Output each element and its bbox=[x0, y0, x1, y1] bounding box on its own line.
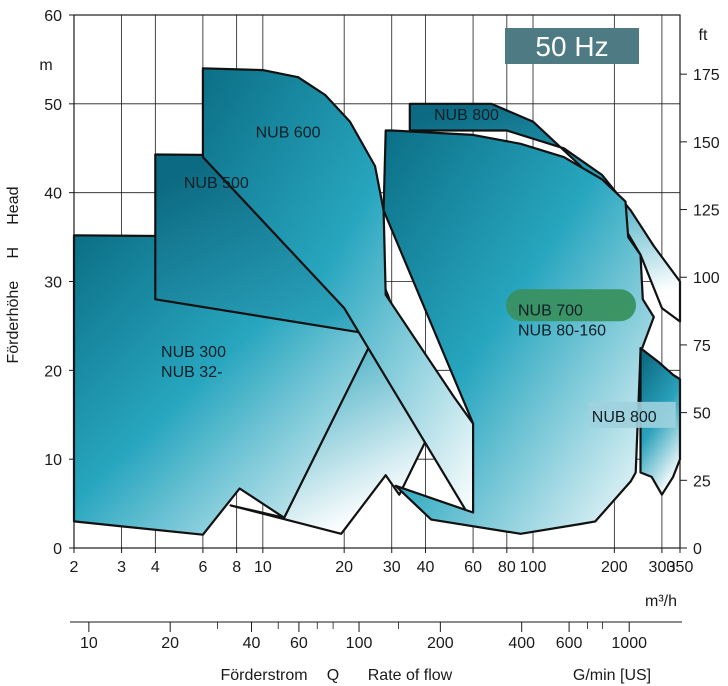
region-label: NUB 800 bbox=[592, 409, 657, 426]
x2-unit: G/min [US] bbox=[573, 667, 651, 684]
axis-ticks: 2 3 4 6 8 10 20 30 40 60 80 100 200 30035001020304050… bbox=[44, 8, 720, 576]
x2-tick-label: 400 bbox=[508, 635, 535, 652]
y-right-tick-label: 150 bbox=[693, 135, 720, 152]
y-right-tick-label: 125 bbox=[693, 203, 720, 220]
x-tick-label: 4 bbox=[151, 559, 160, 576]
x2-label-q: Q bbox=[327, 667, 339, 684]
region-label: NUB 600 bbox=[256, 125, 321, 142]
y-left-tick-label: 40 bbox=[44, 186, 62, 203]
y-right-tick-label: 75 bbox=[693, 338, 711, 355]
x-tick-label: 8 bbox=[232, 559, 241, 576]
x-tick-label: 3 bbox=[117, 559, 126, 576]
x-tick-label: 10 bbox=[254, 559, 272, 576]
x2-tick-label: 60 bbox=[290, 635, 308, 652]
x-tick-label: 2 bbox=[70, 559, 79, 576]
x2-tick-label: 20 bbox=[161, 635, 179, 652]
x-tick-label: 100 bbox=[520, 559, 547, 576]
region-label: NUB 32- bbox=[161, 364, 222, 381]
x2-label-en: Rate of flow bbox=[368, 667, 453, 684]
frequency-badge-text: 50 Hz bbox=[535, 31, 608, 62]
region-label: NUB 700 bbox=[518, 302, 583, 319]
x2-tick-label: 200 bbox=[427, 635, 454, 652]
x-tick-label: 30 bbox=[383, 559, 401, 576]
x-tick-label: 40 bbox=[417, 559, 435, 576]
x2-tick-label: 1000 bbox=[611, 635, 647, 652]
y-left-tick-label: 50 bbox=[44, 97, 62, 114]
region-highlight bbox=[506, 289, 637, 322]
y-right-tick-label: 25 bbox=[693, 473, 711, 490]
y-left-tick-label: 20 bbox=[44, 363, 62, 380]
x-tick-label: 300 bbox=[649, 559, 676, 576]
region-label-bg bbox=[588, 401, 676, 428]
region-label: NUB 800 bbox=[434, 107, 499, 124]
y-left-tick-label: 60 bbox=[44, 8, 62, 25]
region-area bbox=[201, 67, 478, 514]
x2-tick-label: 40 bbox=[243, 635, 261, 652]
region-labels: NUB 300 NUB 32- NUB 500 NUB 600 NUB 800 NUB 7… bbox=[161, 107, 676, 428]
x-tick-label: 20 bbox=[335, 559, 353, 576]
operating-regions bbox=[72, 67, 682, 536]
x-tick-label: 200 bbox=[601, 559, 628, 576]
y-right-tick-label: 175 bbox=[693, 67, 720, 84]
x-tick-label: 350 bbox=[667, 559, 694, 576]
x-tick-label: 6 bbox=[198, 559, 207, 576]
x-tick-label: 60 bbox=[464, 559, 482, 576]
y-right-tick-label: 50 bbox=[693, 406, 711, 423]
y-left-tick-label: 0 bbox=[53, 541, 62, 558]
y-left-tick-label: 30 bbox=[44, 275, 62, 292]
x2-axis-ticks: 10 20 40 60 100 200 400 600 1000 bbox=[80, 622, 647, 652]
region-label: NUB 80-160 bbox=[518, 322, 606, 339]
y-right-unit: ft bbox=[699, 27, 708, 44]
region-label: NUB 300 bbox=[161, 344, 226, 361]
x2-tick-label: 100 bbox=[346, 635, 373, 652]
x2-label-de: Förderstrom bbox=[220, 667, 307, 684]
x2-tick-label: 600 bbox=[556, 635, 583, 652]
frequency-badge: 50 Hz bbox=[505, 28, 639, 64]
x-tick-label: 80 bbox=[498, 559, 516, 576]
region-area bbox=[382, 129, 655, 535]
region-label: NUB 500 bbox=[184, 175, 249, 192]
x-unit: m³/h bbox=[645, 593, 677, 610]
y-left-tick-label: 10 bbox=[44, 452, 62, 469]
x2-tick-label: 10 bbox=[80, 635, 98, 652]
y-left-axis-label: Förderhöhe H Head bbox=[5, 187, 22, 364]
y-right-tick-label: 100 bbox=[693, 270, 720, 287]
y-left-unit: m bbox=[39, 57, 52, 74]
y-right-tick-label: 0 bbox=[693, 541, 702, 558]
